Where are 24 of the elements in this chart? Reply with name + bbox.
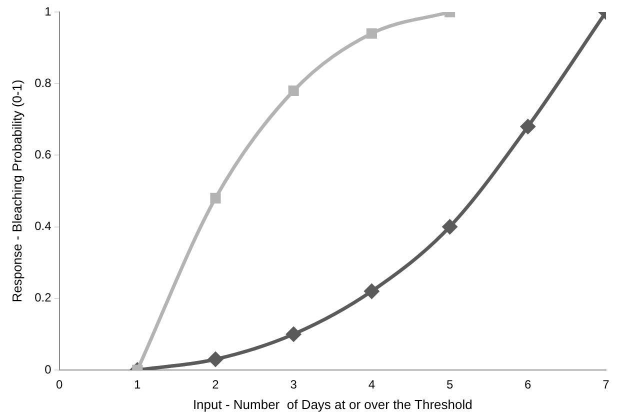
- y-tick-label: 0.6: [34, 148, 52, 162]
- point: [364, 284, 379, 298]
- y-tick-label: 0.2: [34, 290, 52, 305]
- y-tick-label: 1: [44, 4, 52, 18]
- y-tick-label: 0.8: [34, 76, 52, 90]
- x-tick-label: 1: [134, 378, 142, 392]
- x-tick-label: 3: [290, 378, 298, 392]
- x-tick-label: 4: [368, 378, 376, 392]
- point: [208, 352, 223, 367]
- point: [288, 85, 299, 96]
- x-tick-label: 2: [212, 378, 220, 392]
- x-tick-label: 6: [524, 378, 532, 392]
- y-tick-label: 0: [44, 362, 52, 376]
- point: [286, 326, 301, 342]
- point: [442, 220, 458, 234]
- x-tick-label: 7: [602, 378, 610, 392]
- y-tick-label: 0.4: [34, 219, 52, 234]
- x-axis-title: Input - Number of Days at or over the Threshold: [192, 396, 472, 412]
- x-tick-label: 0: [56, 378, 63, 392]
- x-tick-label: 5: [446, 378, 454, 392]
- point: [520, 119, 536, 134]
- point: [366, 28, 377, 39]
- y-axis-title: Response - Bleaching Probability (0-1): [9, 80, 24, 302]
- point: [210, 192, 221, 204]
